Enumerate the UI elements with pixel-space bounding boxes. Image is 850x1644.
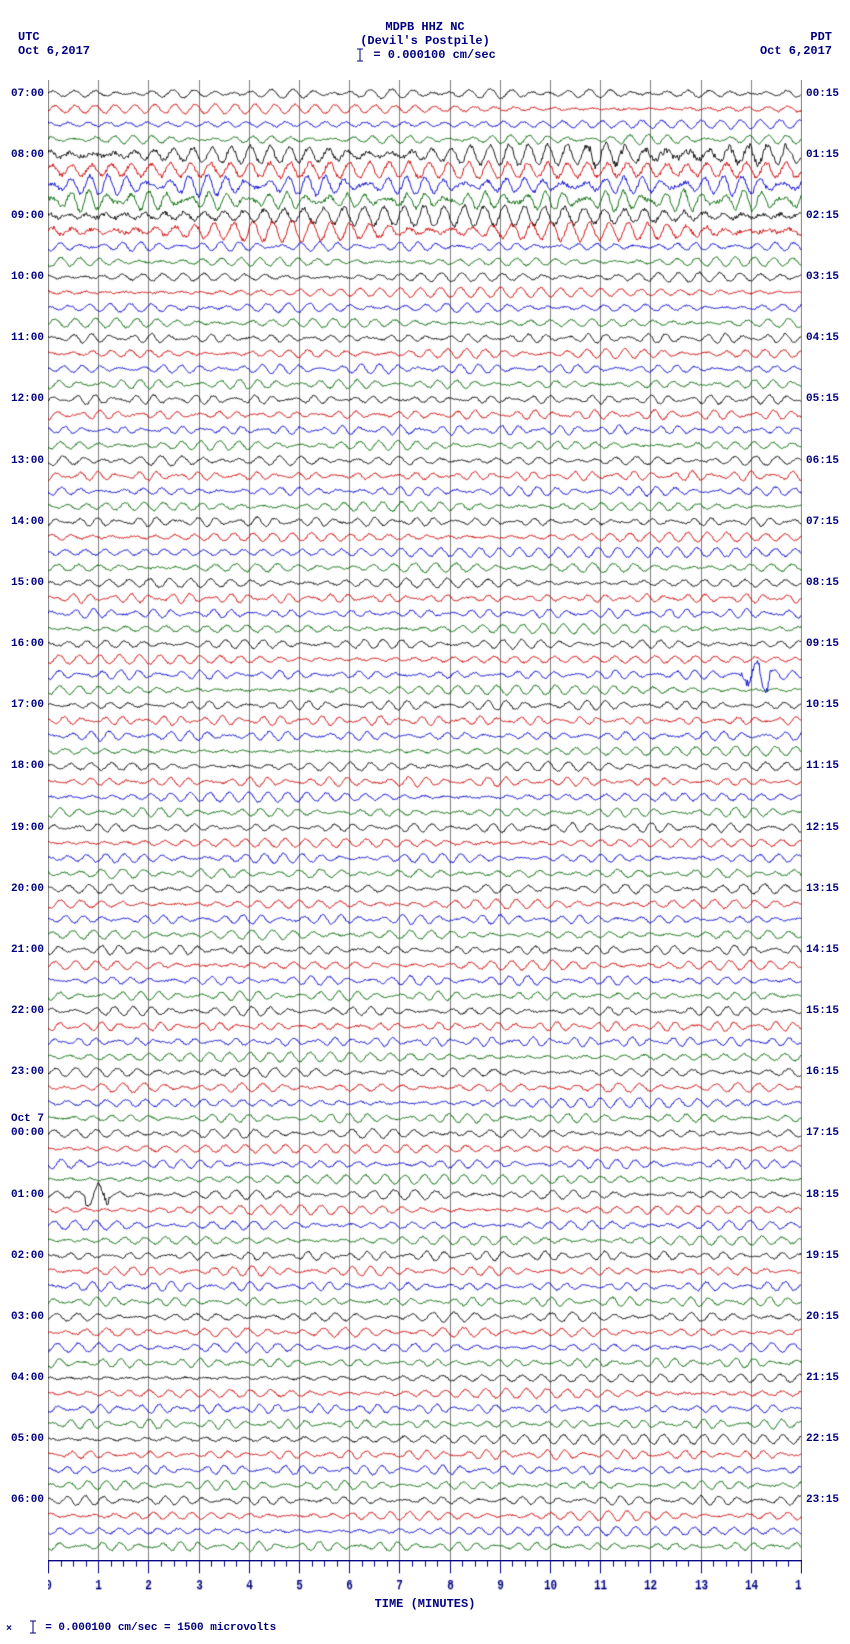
right-time-label: 12:15	[806, 822, 839, 834]
right-time-label: 19:15	[806, 1250, 839, 1262]
left-time-label: 22:00	[11, 1005, 44, 1017]
svg-text:×: ×	[6, 1624, 12, 1633]
left-time-label: 06:00	[11, 1494, 44, 1506]
left-time-label: 17:00	[11, 699, 44, 711]
left-time-label: 23:00	[11, 1066, 44, 1078]
right-time-label: 01:15	[806, 149, 839, 161]
header: UTC Oct 6,2017 MDPB HHZ NC (Devil's Post…	[0, 20, 850, 80]
right-time-label: 05:15	[806, 393, 839, 405]
right-time-label: 11:15	[806, 760, 839, 772]
right-time-label: 23:15	[806, 1494, 839, 1506]
left-time-label: 00:00	[11, 1127, 44, 1139]
seismogram-page: UTC Oct 6,2017 MDPB HHZ NC (Devil's Post…	[0, 0, 850, 1644]
left-time-label: 11:00	[11, 332, 44, 344]
left-time-label: 10:00	[11, 271, 44, 283]
right-tz: PDT	[810, 30, 832, 44]
left-time-label: 02:00	[11, 1250, 44, 1262]
right-time-label: 03:15	[806, 271, 839, 283]
scale-bar: = 0.000100 cm/sec	[354, 48, 496, 62]
seismogram-canvas	[48, 80, 802, 1560]
station-code: MDPB HHZ NC	[385, 20, 464, 34]
right-time-label: 02:15	[806, 210, 839, 222]
left-time-label: 07:00	[11, 88, 44, 100]
left-date-break: Oct 7	[11, 1113, 44, 1125]
right-time-label: 15:15	[806, 1005, 839, 1017]
right-time-label: 20:15	[806, 1311, 839, 1323]
left-time-label: 19:00	[11, 822, 44, 834]
left-time-label: 18:00	[11, 760, 44, 772]
left-time-label: 20:00	[11, 883, 44, 895]
x-axis-canvas	[48, 1560, 802, 1600]
left-time-label: 12:00	[11, 393, 44, 405]
left-time-label: 13:00	[11, 455, 44, 467]
right-time-label: 00:15	[806, 88, 839, 100]
right-time-label: 16:15	[806, 1066, 839, 1078]
right-time-label: 08:15	[806, 577, 839, 589]
left-time-label: 04:00	[11, 1372, 44, 1384]
left-time-label: 15:00	[11, 577, 44, 589]
right-time-label: 06:15	[806, 455, 839, 467]
right-time-label: 17:15	[806, 1127, 839, 1139]
left-time-label: 05:00	[11, 1433, 44, 1445]
left-time-label: 16:00	[11, 638, 44, 650]
right-time-label: 18:15	[806, 1189, 839, 1201]
right-time-label: 22:15	[806, 1433, 839, 1445]
right-time-label: 09:15	[806, 638, 839, 650]
footer-text: = 0.000100 cm/sec = 1500 microvolts	[45, 1622, 276, 1634]
right-date: Oct 6,2017	[760, 44, 832, 58]
right-time-label: 14:15	[806, 944, 839, 956]
seismogram-plot: 07:0000:1508:0001:1509:0002:1510:0003:15…	[48, 80, 802, 1560]
header-center: MDPB HHZ NC (Devil's Postpile) = 0.00010…	[0, 20, 850, 62]
left-time-label: 14:00	[11, 516, 44, 528]
left-time-label: 03:00	[11, 1311, 44, 1323]
right-time-label: 13:15	[806, 883, 839, 895]
x-axis: TIME (MINUTES)	[48, 1560, 802, 1600]
right-time-label: 10:15	[806, 699, 839, 711]
left-time-label: 08:00	[11, 149, 44, 161]
left-time-label: 01:00	[11, 1189, 44, 1201]
right-time-label: 21:15	[806, 1372, 839, 1384]
scale-text: = 0.000100 cm/sec	[373, 48, 495, 62]
station-name: (Devil's Postpile)	[360, 34, 490, 48]
header-right: PDT Oct 6,2017	[760, 30, 832, 58]
left-time-label: 09:00	[11, 210, 44, 222]
left-time-label: 21:00	[11, 944, 44, 956]
right-time-label: 04:15	[806, 332, 839, 344]
right-time-label: 07:15	[806, 516, 839, 528]
